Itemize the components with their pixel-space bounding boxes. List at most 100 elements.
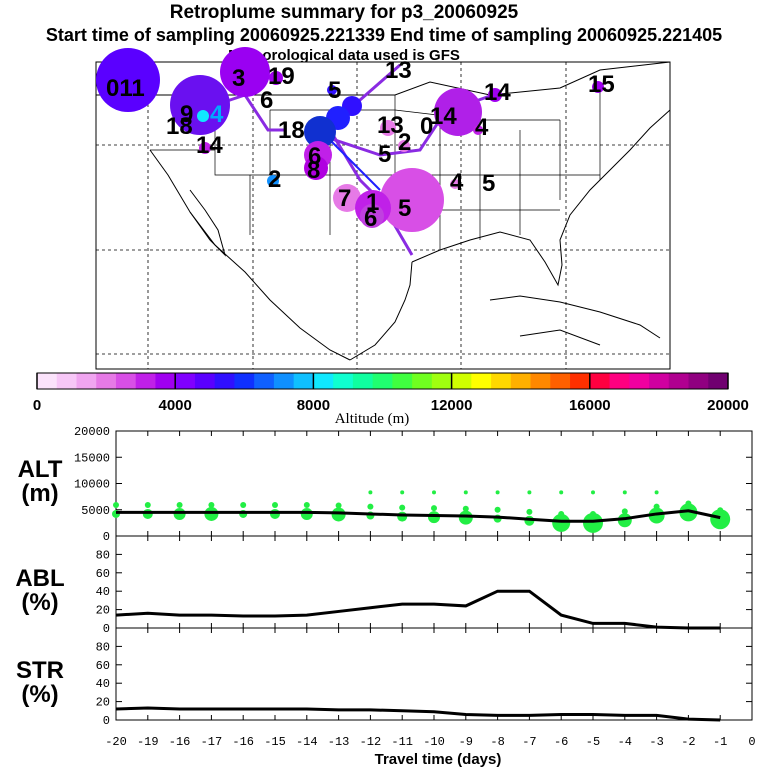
- plume-circle: [488, 88, 502, 102]
- x-tick-label: -1: [713, 735, 727, 749]
- altitude-dot: [654, 490, 659, 495]
- panel-alt: 20000 15000 10000 5000 0 ALT(m): [18, 425, 753, 544]
- plume-label: 1: [366, 189, 379, 216]
- x-tick-label: -15: [264, 735, 286, 749]
- x-tick-label: -3: [649, 735, 663, 749]
- altitude-dot: [463, 490, 468, 495]
- plume-label: 19: [268, 63, 295, 90]
- colorbar-cell: [194, 373, 216, 389]
- met-data-line: Meteorological data used is GFS: [228, 47, 460, 64]
- plume-circle: [592, 81, 604, 93]
- colorbar-cell: [688, 373, 709, 389]
- x-tick-label: -6: [554, 735, 568, 749]
- plume-circle: [398, 140, 410, 152]
- y-tick-label: 20: [96, 604, 110, 618]
- x-tick-label: -2: [681, 735, 695, 749]
- plume-label: 2: [398, 129, 411, 156]
- plume-circle: [220, 47, 270, 97]
- plume-label: 6: [364, 205, 377, 232]
- series-line-abl: [115, 589, 721, 630]
- colorbar-cell: [56, 373, 77, 389]
- plume-circle: [434, 88, 482, 136]
- plume-circle: [450, 179, 460, 189]
- colorbar-tick-label: 16000: [569, 397, 611, 414]
- x-tick-label: -16: [232, 735, 254, 749]
- altitude-dot: [272, 502, 278, 509]
- plume-label: 2: [268, 166, 281, 193]
- plume-circle: [269, 71, 283, 85]
- plume-label: 9: [180, 101, 193, 128]
- altitude-dot: [397, 511, 408, 522]
- altitude-dot: [399, 504, 406, 511]
- altitude-dot: [621, 508, 628, 515]
- plume-label: 5: [482, 170, 495, 197]
- x-tick-label: -12: [360, 735, 382, 749]
- plume-circle: [304, 156, 328, 180]
- plume-circle: [333, 184, 361, 212]
- plume-circle: [304, 116, 336, 148]
- x-tick-label: -20: [105, 735, 127, 749]
- altitude-dot: [400, 490, 405, 495]
- colorbar-cell: [570, 373, 591, 389]
- colorbar-cell: [510, 373, 532, 389]
- colorbar-cell: [668, 373, 690, 389]
- plume-circle: [327, 85, 337, 95]
- panel-unit: (m): [21, 480, 58, 507]
- altitude-dots: [112, 490, 731, 533]
- altitude-dot: [583, 512, 603, 533]
- plume-label: 3: [232, 65, 245, 92]
- x-axis-label: Travel time (days): [375, 751, 502, 768]
- altitude-dot: [717, 507, 724, 514]
- plume-circle: [199, 142, 211, 154]
- panel-label: STR: [16, 657, 64, 684]
- colorbar-cell: [530, 373, 551, 389]
- plume-circle: [380, 168, 444, 232]
- y-tick-label: 40: [96, 585, 110, 599]
- x-tick-label: -14: [296, 735, 318, 749]
- colorbar-cell: [392, 373, 413, 389]
- colorbar-cell: [589, 373, 611, 389]
- chart-title: Retroplume summary for p3_20060925: [169, 2, 519, 23]
- x-tick-label: -8: [490, 735, 504, 749]
- x-tick-label: -17: [201, 735, 223, 749]
- altitude-dot: [552, 513, 571, 532]
- series-line-alt: [116, 509, 721, 523]
- altitude-dot: [527, 490, 532, 495]
- altitude-dot: [367, 503, 374, 510]
- altitude-dot: [653, 503, 660, 510]
- colorbar-tick-label: 8000: [297, 397, 330, 414]
- altitude-dot: [590, 510, 596, 517]
- plume-label: 14: [484, 79, 511, 106]
- altitude-dot: [431, 505, 437, 512]
- altitude-dot: [303, 502, 310, 509]
- panel-frame: [115, 627, 753, 721]
- panel-abl: 80 60 40 20 0 ABL(%): [15, 535, 753, 636]
- x-tick-label: -7: [522, 735, 536, 749]
- map-panel: 011 9 3 19 13 6 5 14 14 15 18 14 18 2 6 …: [95, 47, 671, 370]
- colorbar-label: Altitude (m): [335, 411, 410, 427]
- y-tick-label: 15000: [74, 451, 110, 465]
- colorbar-cell: [708, 373, 729, 389]
- plume-label: 5: [378, 141, 391, 168]
- plume-label: 6: [308, 143, 321, 170]
- plume-label: 011: [106, 75, 145, 102]
- altitude-dot: [526, 508, 533, 515]
- colorbar-cell: [352, 373, 374, 389]
- sampling-times: Start time of sampling 20060925.221339 E…: [45, 25, 723, 45]
- colorbar-cell: [273, 373, 295, 389]
- colorbar-tick-label: 4000: [159, 397, 192, 414]
- plume-circles: [96, 47, 604, 232]
- colorbar-cell: [254, 373, 275, 389]
- plume-label: 13: [377, 112, 404, 139]
- altitude-dot: [462, 505, 469, 512]
- altitude-dot: [368, 490, 373, 495]
- colorbar-cell: [175, 373, 196, 389]
- colorbar-cell: [135, 373, 156, 389]
- colorbar-tick-label: 20000: [707, 397, 749, 414]
- plume-labels: 011 9 3 19 13 6 5 14 14 15 18 14 18 2 6 …: [106, 57, 615, 232]
- y-tick-label: 0: [103, 714, 110, 728]
- plume-circle: [197, 110, 209, 122]
- y-tick-label: 0: [103, 622, 110, 636]
- y-tick-label: 80: [96, 640, 110, 654]
- altitude-dot: [142, 508, 153, 519]
